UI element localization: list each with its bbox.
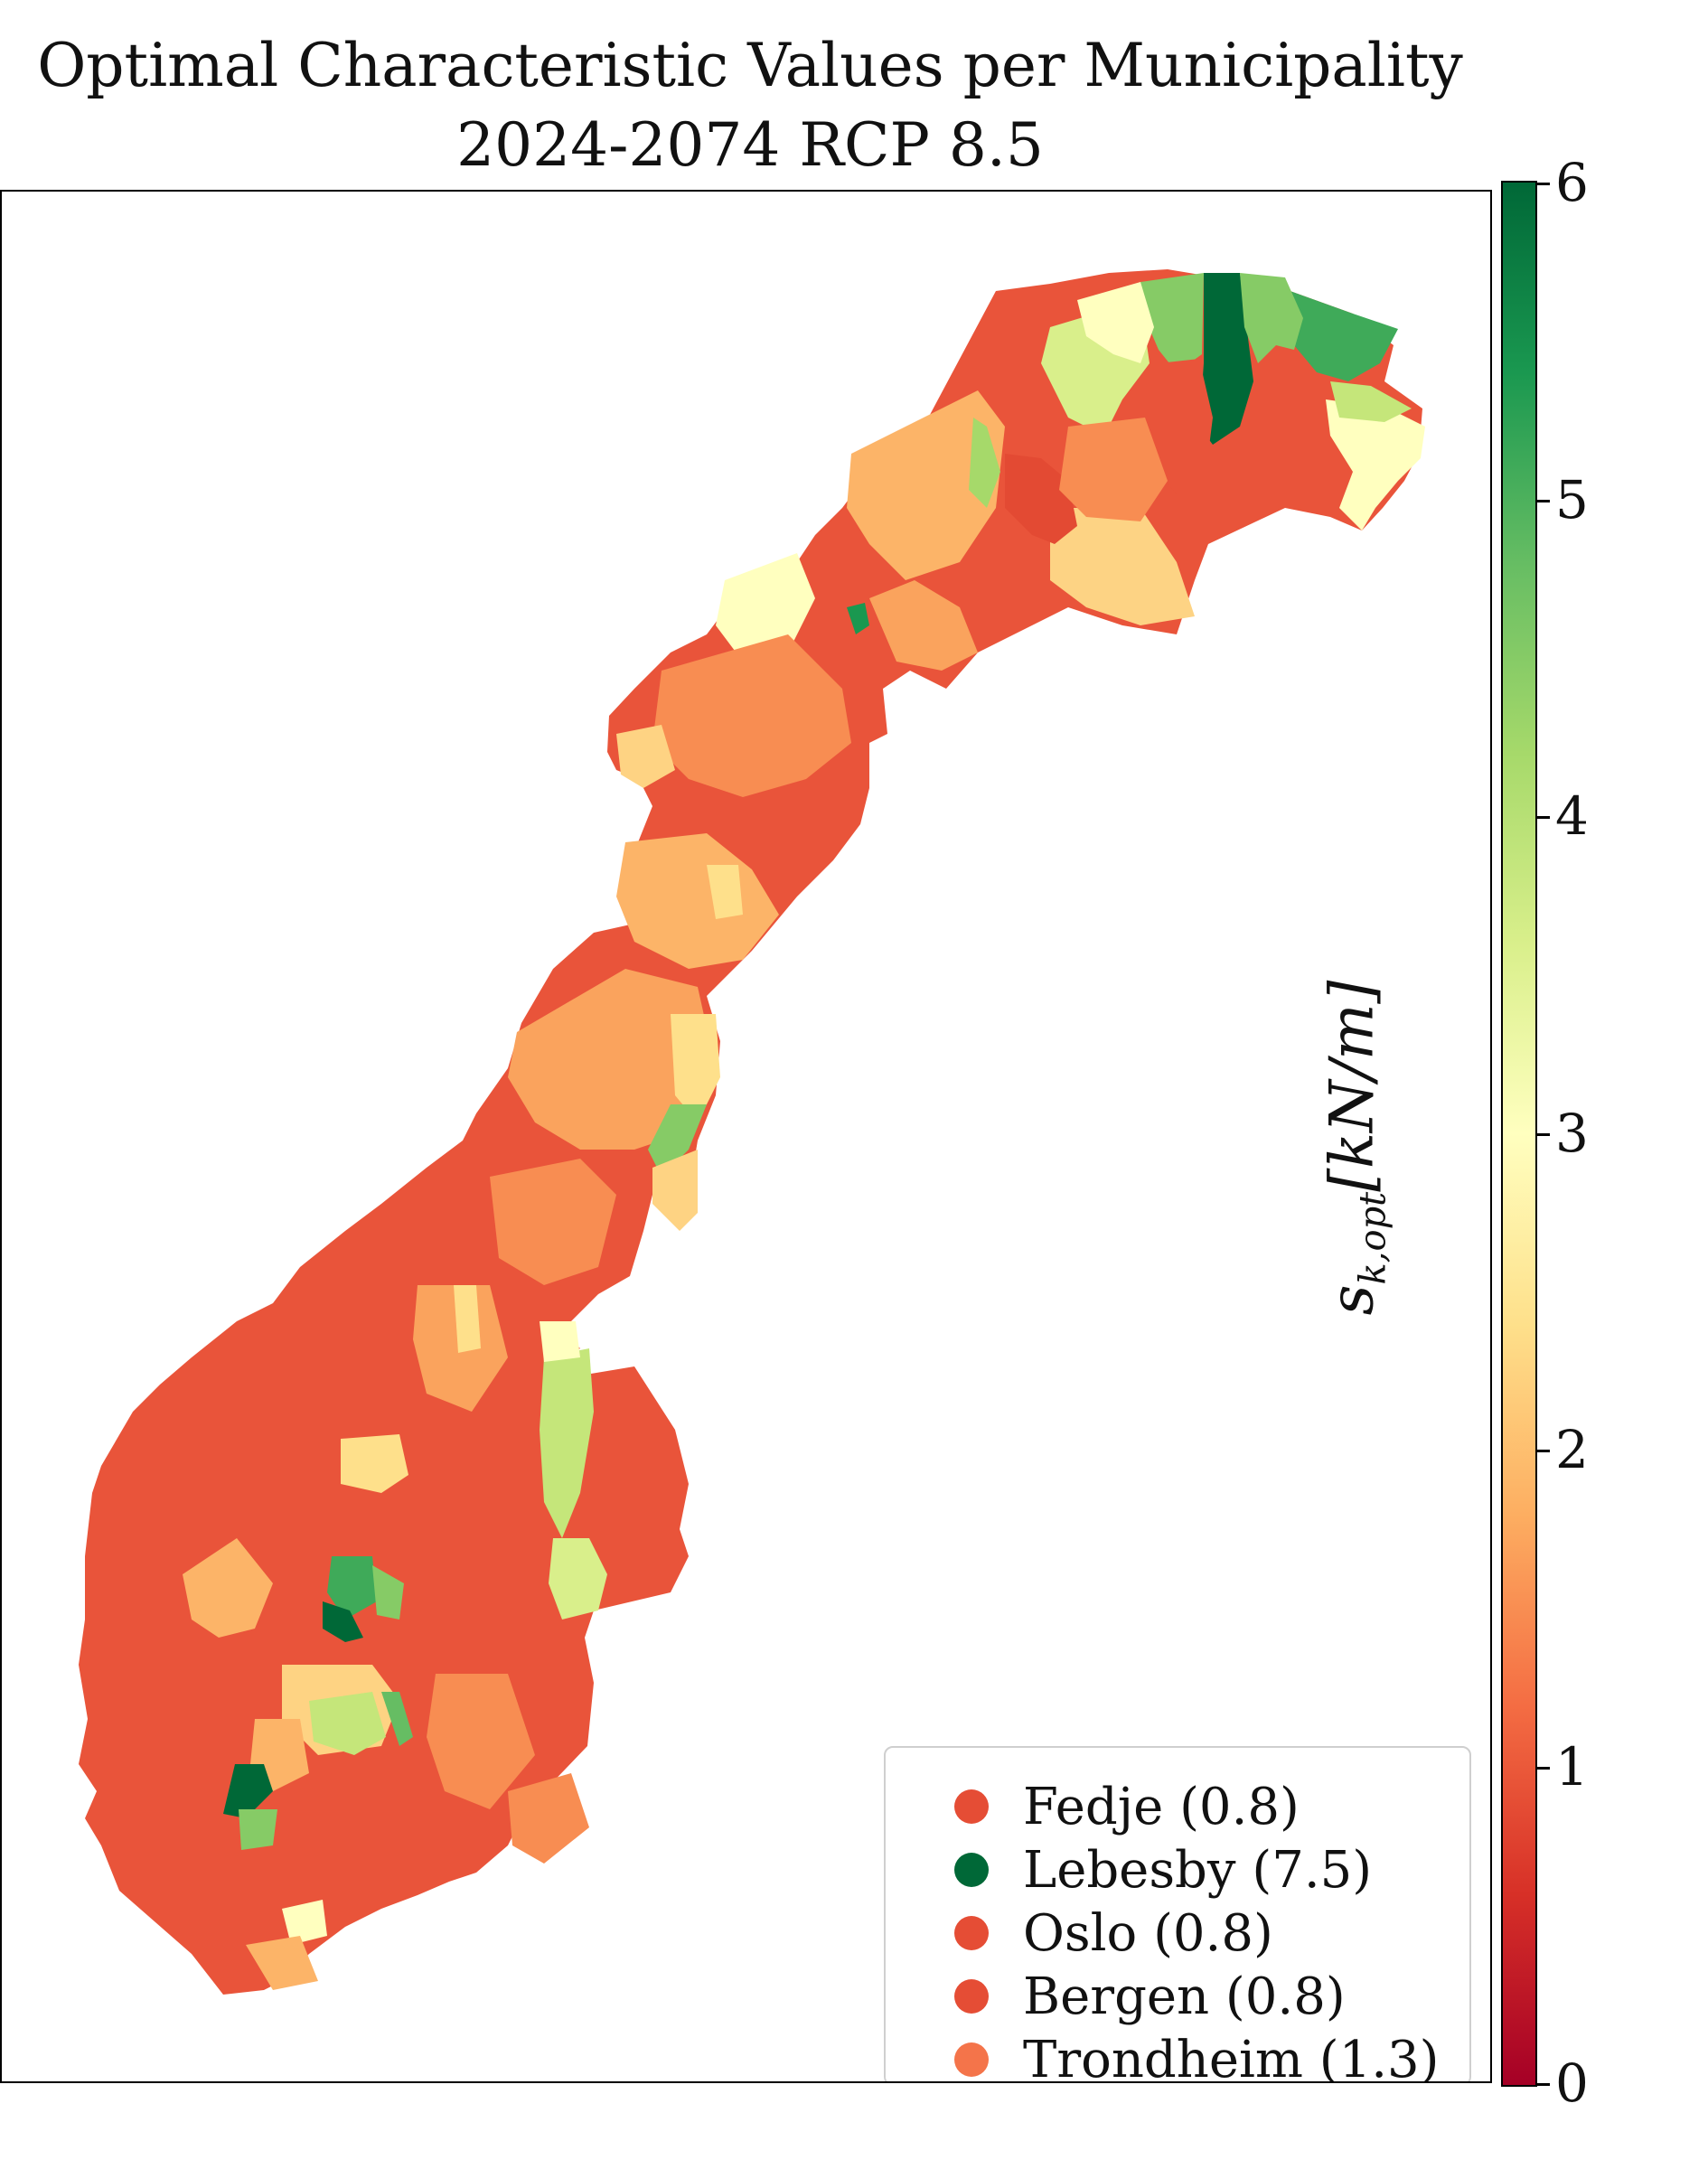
region-kautokeino <box>1005 454 1077 544</box>
legend-item-trondheim: Trondheim (1.3) <box>954 2028 1440 2083</box>
region-trondelag-pale <box>652 1150 698 1231</box>
colorbar-tick <box>1537 183 1550 185</box>
colorbar <box>1501 181 1537 2087</box>
legend-label: Lebesby (7.5) <box>1023 1840 1373 1900</box>
region-helgeland-yellow <box>671 1014 720 1122</box>
colorbar-tick <box>1537 1766 1550 1770</box>
norway-outline <box>79 269 1422 1995</box>
colorbar-tick <box>1537 1450 1550 1452</box>
legend: Fedje (0.8) Lebesby (7.5) Oslo (0.8) Ber… <box>884 1746 1471 2083</box>
colorbar-tick-label: 2 <box>1555 1419 1589 1480</box>
region-varanger <box>1326 399 1425 531</box>
colorbar-label-main: s <box>1317 1284 1387 1316</box>
region-finnmark-mid-a <box>1140 273 1204 372</box>
region-setesdal-darkgreen <box>223 1764 273 1818</box>
colorbar-tick-label: 6 <box>1555 152 1589 213</box>
region-east-border-b <box>549 1538 607 1620</box>
colorbar-tick <box>1537 816 1550 819</box>
region-nordland-yellow <box>707 865 743 919</box>
region-west-orange <box>183 1538 273 1638</box>
region-trondelag-orange <box>490 1159 616 1285</box>
region-hardanger-green <box>327 1556 377 1620</box>
colorbar-label-unit: [kN/m] <box>1317 980 1387 1192</box>
colorbar-tick-label: 3 <box>1555 1102 1589 1164</box>
region-trondelag-green <box>648 1104 707 1177</box>
region-oslofjord-orange <box>508 1773 589 1864</box>
region-finnmark-east <box>1285 289 1398 381</box>
colorbar-tick <box>1537 499 1550 502</box>
region-nordland-upper <box>652 634 851 797</box>
region-alta-pale <box>1077 282 1154 363</box>
region-east-yellow <box>454 1285 481 1353</box>
region-troms-pale <box>716 553 815 662</box>
legend-item-bergen: Bergen (0.8) <box>954 1965 1346 2028</box>
legend-item-lebesby: Lebesby (7.5) <box>954 1838 1372 1901</box>
region-agder-pale <box>282 1900 327 1945</box>
region-hardanger-darkgreen <box>323 1601 363 1642</box>
colorbar-tick <box>1537 1132 1550 1136</box>
legend-marker <box>954 1789 989 1824</box>
region-nordland-pale <box>616 725 675 788</box>
municipality-map <box>79 269 1425 1995</box>
legend-marker <box>954 1979 989 2014</box>
legend-label: Trondheim (1.3) <box>1023 2030 1440 2083</box>
colorbar-label: sk,opt[kN/m] <box>1317 981 1394 1316</box>
region-helgeland <box>508 969 716 1150</box>
region-troms-green-strip <box>969 418 1000 508</box>
colorbar-tick-label: 5 <box>1555 468 1589 531</box>
region-east-border-pale <box>540 1321 580 1362</box>
region-finnmark-mid-b <box>1240 273 1303 363</box>
legend-marker <box>954 1916 989 1950</box>
region-troms-coast-a <box>847 390 1005 580</box>
colorbar-tick-label: 4 <box>1555 785 1589 847</box>
region-north-cape-high <box>1199 273 1253 445</box>
chart-subtitle: 2024-2074 RCP 8.5 <box>456 110 1044 180</box>
region-troms-green-dot <box>847 603 869 634</box>
region-finnmark-orange <box>1059 418 1168 521</box>
legend-label: Oslo (0.8) <box>1023 1903 1273 1963</box>
legend-marker <box>954 1853 989 1887</box>
map-panel: Fedje (0.8) Lebesby (7.5) Oslo (0.8) Ber… <box>0 190 1492 2083</box>
region-tana <box>1145 359 1213 494</box>
region-east-border-a <box>540 1348 594 1538</box>
chart-title: Optimal Characteristic Values per Munici… <box>37 31 1463 100</box>
region-porsanger-green <box>1330 381 1412 422</box>
region-karasjok <box>1050 508 1195 625</box>
colorbar-tick <box>1537 2083 1550 2086</box>
region-telemark-orange <box>427 1674 535 1809</box>
legend-label: Fedje (0.8) <box>1023 1777 1300 1836</box>
colorbar-label-sub: k,opt <box>1352 1191 1394 1285</box>
region-troms-orange <box>869 580 978 671</box>
region-southern-lightgreen <box>309 1692 386 1755</box>
region-agder-south <box>246 1936 318 1990</box>
legend-marker <box>954 2042 989 2077</box>
region-southern-green <box>381 1692 413 1746</box>
legend-item-oslo: Oslo (0.8) <box>954 1901 1273 1965</box>
legend-label: Bergen (0.8) <box>1023 1967 1346 2026</box>
legend-item-fedje: Fedje (0.8) <box>954 1775 1300 1838</box>
region-setesdal-green <box>239 1809 277 1850</box>
region-central-yellow <box>341 1434 408 1493</box>
colorbar-tick-label: 1 <box>1555 1735 1589 1798</box>
region-hardanger-lightgreen <box>372 1565 404 1620</box>
colorbar-tick-label: 0 <box>1555 2052 1589 2114</box>
